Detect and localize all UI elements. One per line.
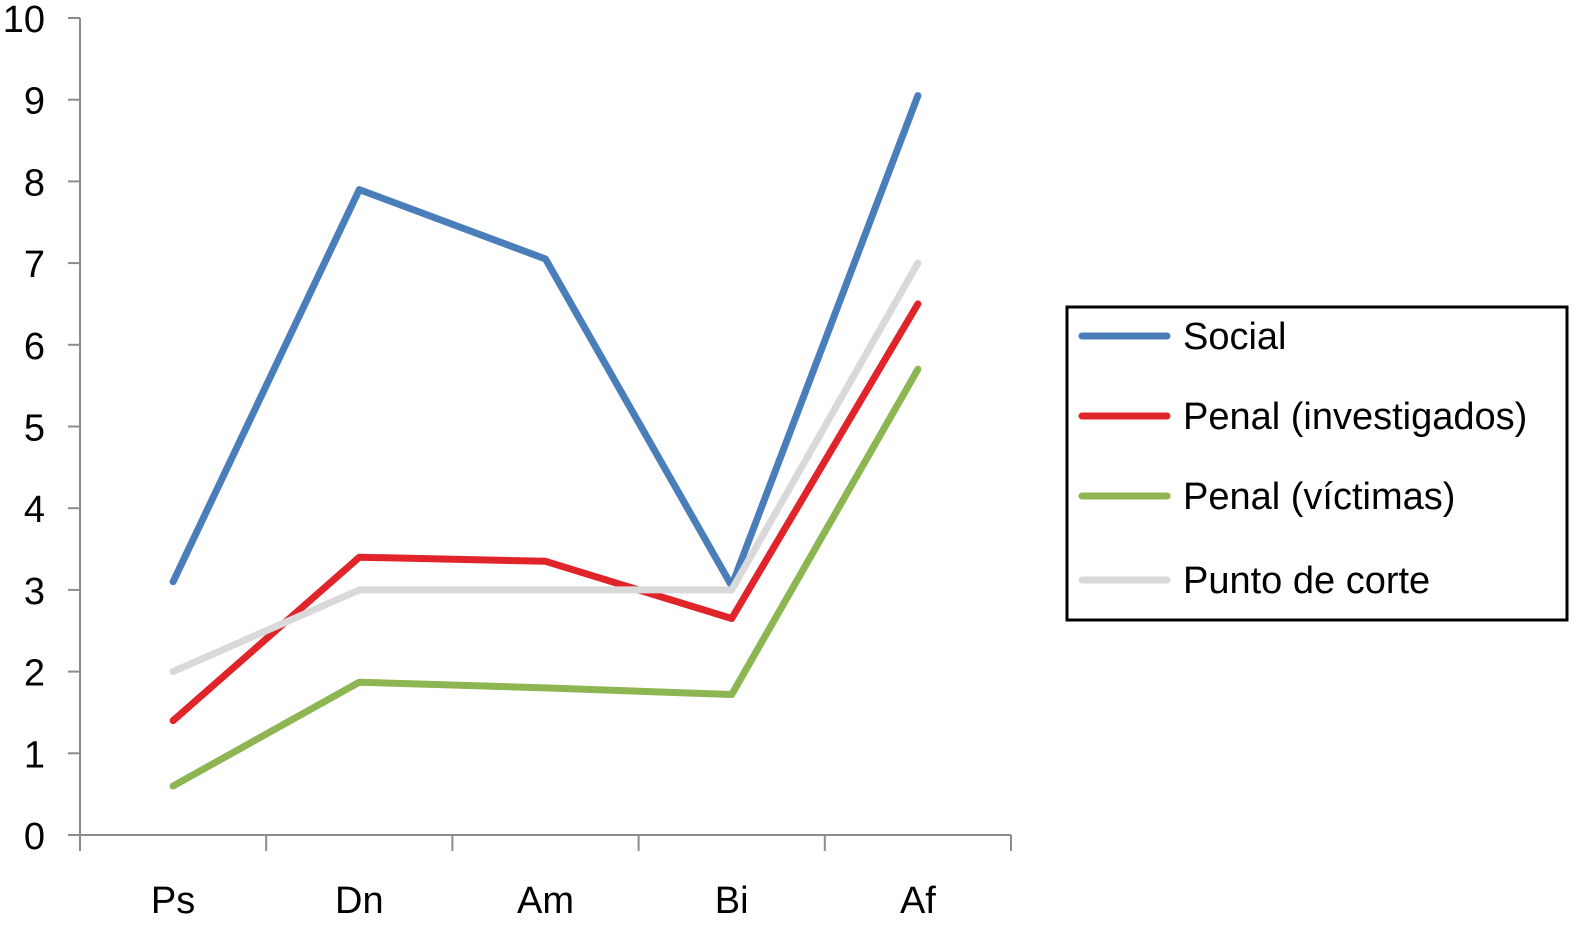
- x-tick-label: Bi: [715, 880, 749, 922]
- series-line-punto-de-corte: [169, 259, 922, 676]
- y-tick-label: 0: [24, 816, 45, 858]
- y-tick-label: 3: [24, 571, 45, 613]
- y-tick-label: 9: [24, 81, 45, 123]
- y-axis-ticks: 0 1 2 3 4 5 6 7 8 9 10: [3, 0, 80, 858]
- legend-box: [1065, 305, 1569, 622]
- y-tick-label: 5: [24, 408, 45, 450]
- y-tick-label: 6: [24, 326, 45, 368]
- x-tick-label: Ps: [151, 880, 195, 922]
- legend-label: Punto de corte: [1183, 560, 1430, 602]
- series-line-penal-investigados: [169, 300, 922, 725]
- y-tick-label: 7: [24, 244, 45, 286]
- x-tick-label: Am: [517, 880, 574, 922]
- series-line-social: [169, 92, 922, 590]
- y-tick-label: 8: [24, 162, 45, 204]
- series-line-penal-víctimas: [169, 365, 922, 790]
- legend-label: Penal (investigados): [1183, 396, 1527, 438]
- legend-label: Social: [1183, 316, 1287, 358]
- x-axis-ticks: Ps Dn Am Bi Af: [79, 835, 1012, 922]
- y-tick-label: 10: [3, 0, 45, 41]
- x-tick-label: Dn: [335, 880, 384, 922]
- y-tick-label: 2: [24, 653, 45, 695]
- series-layer: [169, 92, 922, 790]
- y-tick-label: 1: [24, 734, 45, 776]
- axes: [79, 18, 1011, 836]
- y-tick-label: 4: [24, 489, 45, 531]
- legend-label: Penal (víctimas): [1183, 476, 1455, 518]
- x-tick-label: Af: [900, 880, 936, 922]
- legend: Social Penal (investigados) Penal (víctima…: [1065, 305, 1569, 622]
